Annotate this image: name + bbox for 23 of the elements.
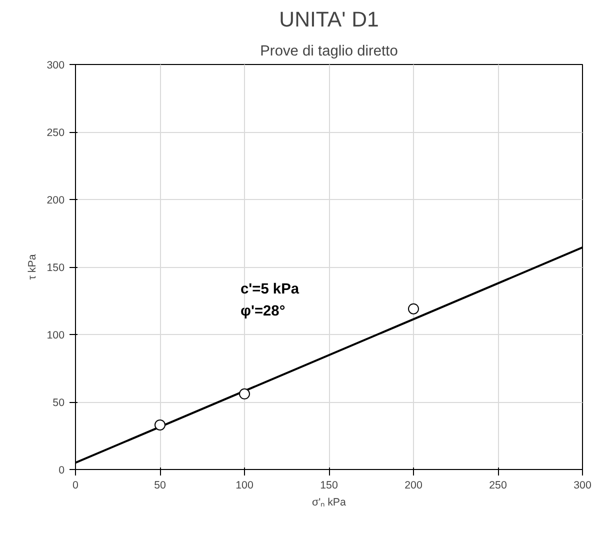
point bbox=[408, 303, 419, 314]
y-tick-label: 150 bbox=[46, 262, 65, 274]
y-tick-label: 200 bbox=[46, 194, 65, 206]
point bbox=[154, 419, 166, 430]
y-tick-label: 0 bbox=[58, 464, 65, 476]
x-tick-label: 100 bbox=[236, 480, 254, 492]
y-tick-label: 50 bbox=[52, 397, 65, 409]
x-tick-label: 200 bbox=[404, 480, 422, 492]
annotation: c'=5 kPa bbox=[240, 282, 300, 298]
x-axis-title: σ'ₙ kPa bbox=[312, 496, 346, 508]
x-tick-label: 0 bbox=[72, 480, 79, 492]
x-tick-label: 50 bbox=[154, 480, 166, 492]
y-tick-label: 250 bbox=[46, 127, 65, 139]
chart-subtitle: Prove di taglio diretto bbox=[260, 44, 398, 60]
y-tick-label: 300 bbox=[46, 60, 65, 72]
y-axis-title: τ kPa bbox=[26, 254, 39, 280]
x-tick-label: 300 bbox=[574, 480, 592, 492]
annotation: φ'=28° bbox=[240, 304, 286, 320]
y-tick-label: 100 bbox=[46, 330, 65, 342]
chart-title: UNITA' D1 bbox=[279, 8, 379, 32]
x-tick-label: 250 bbox=[489, 480, 507, 492]
x-tick-label: 150 bbox=[320, 480, 338, 492]
point bbox=[239, 388, 250, 400]
